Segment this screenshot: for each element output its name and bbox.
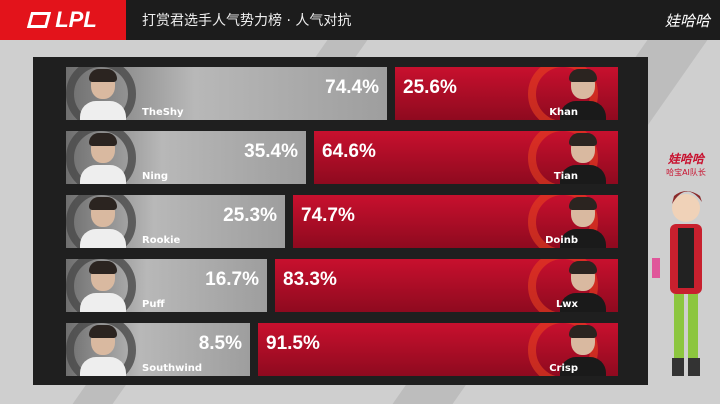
left-vote-bar: Puff 16.7% — [66, 259, 267, 312]
header: LPL 打赏君选手人气势力榜 · 人气对抗 娃哈哈 — [0, 0, 720, 40]
player-avatar — [558, 261, 608, 312]
player-avatar — [558, 325, 608, 376]
ig-team-logo-icon — [66, 259, 136, 312]
matchup-row: Southwind 8.5% Crisp 91.5% — [66, 323, 618, 376]
fpx-team-logo-icon — [528, 195, 598, 248]
right-player-name: Lwx — [555, 299, 578, 310]
player-avatar — [558, 133, 608, 184]
right-percentage: 25.6% — [403, 77, 457, 98]
player-avatar — [78, 133, 128, 184]
left-player-name: Rookie — [142, 235, 181, 246]
fpx-team-logo-icon — [528, 259, 598, 312]
right-vote-bar: Lwx 83.3% — [275, 259, 618, 312]
right-player-name: Doinb — [545, 235, 578, 246]
right-percentage: 91.5% — [266, 333, 320, 354]
right-player-name: Khan — [549, 107, 578, 118]
matchup-row: Ning 35.4% Tian 64.6% — [66, 131, 618, 184]
right-vote-bar: Doinb 74.7% — [293, 195, 618, 248]
left-percentage: 16.7% — [205, 269, 259, 290]
matchup-row: Puff 16.7% Lwx 83.3% — [66, 259, 618, 312]
mascot-brand: 娃哈哈 — [667, 152, 704, 166]
sponsor-logo: 娃哈哈 — [664, 12, 710, 30]
left-player-name: Ning — [142, 171, 169, 182]
right-vote-bar: Khan 25.6% — [395, 67, 618, 120]
fpx-team-logo-icon — [528, 131, 598, 184]
right-vote-bar: Crisp 91.5% — [258, 323, 618, 376]
left-vote-bar: Rookie 25.3% — [66, 195, 285, 248]
left-vote-bar: Southwind 8.5% — [66, 323, 250, 376]
right-percentage: 64.6% — [322, 141, 376, 162]
player-avatar — [78, 261, 128, 312]
ig-team-logo-icon — [66, 323, 136, 376]
left-player-name: Puff — [142, 299, 165, 310]
left-percentage: 25.3% — [223, 205, 277, 226]
logo-text: LPL — [55, 7, 97, 32]
player-avatar — [78, 197, 128, 248]
mascot: 娃哈哈 哈宝AI队长 — [652, 150, 720, 400]
right-percentage: 83.3% — [283, 269, 337, 290]
ig-team-logo-icon — [66, 67, 136, 120]
mascot-figure-icon — [652, 191, 702, 376]
right-player-name: Crisp — [549, 363, 578, 374]
right-percentage: 74.7% — [301, 205, 355, 226]
right-player-name: Tian — [553, 171, 578, 182]
fpx-team-logo-icon — [528, 67, 598, 120]
matchup-row: Rookie 25.3% Doinb 74.7% — [66, 195, 618, 248]
matchup-row: TheShy 74.4% Khan 25.6% — [66, 67, 618, 120]
right-vote-bar: Tian 64.6% — [314, 131, 618, 184]
ig-team-logo-icon — [66, 195, 136, 248]
left-percentage: 74.4% — [325, 77, 379, 98]
fpx-team-logo-icon — [528, 323, 598, 376]
player-avatar — [558, 197, 608, 248]
page-title: 打赏君选手人气势力榜 · 人气对抗 — [142, 13, 352, 29]
lpl-logo: LPL — [0, 0, 126, 40]
left-player-name: Southwind — [142, 363, 203, 374]
left-percentage: 35.4% — [244, 141, 298, 162]
mascot-subtitle: 哈宝AI队长 — [666, 168, 706, 177]
ig-team-logo-icon — [66, 131, 136, 184]
lpl-logo-icon — [27, 12, 52, 28]
left-vote-bar: TheShy 74.4% — [66, 67, 387, 120]
player-avatar — [78, 325, 128, 376]
left-vote-bar: Ning 35.4% — [66, 131, 306, 184]
left-player-name: TheShy — [142, 107, 184, 118]
player-avatar — [78, 69, 128, 120]
player-avatar — [558, 69, 608, 120]
left-percentage: 8.5% — [198, 333, 242, 354]
